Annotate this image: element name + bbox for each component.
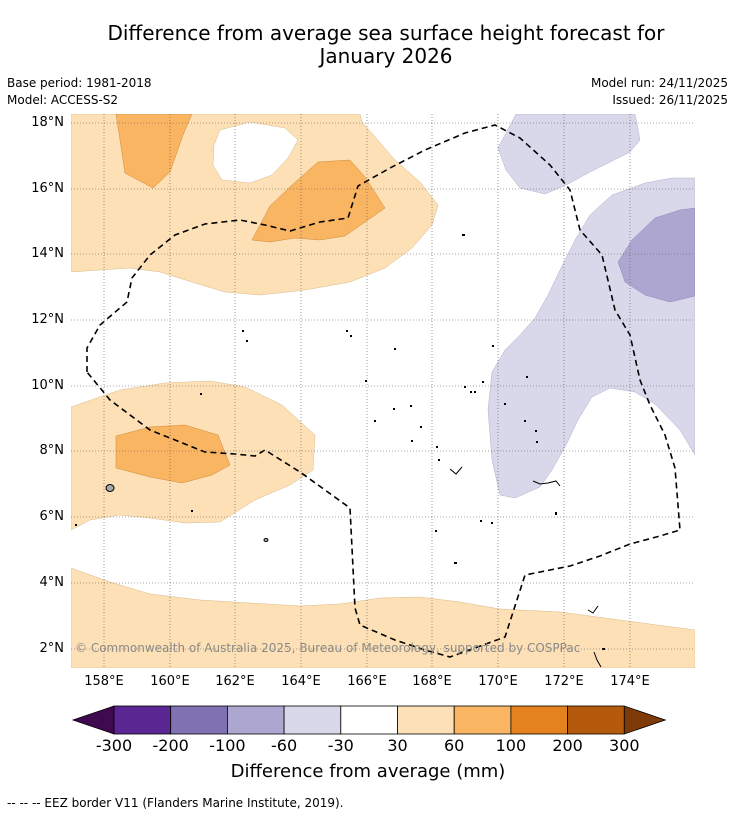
colorbar-tick-label: 30	[387, 736, 408, 755]
island	[105, 484, 115, 492]
colorbar-segment	[170, 705, 228, 735]
colorbar-tick-label: 100	[495, 736, 527, 755]
colorbar-segment	[340, 705, 398, 735]
longitude-label: 160°E	[150, 674, 190, 689]
anomaly-60-100-a	[115, 114, 193, 189]
atoll	[449, 466, 463, 475]
latitude-label: 16°N	[31, 181, 64, 196]
eez-border	[86, 124, 681, 658]
longitude-label: 162°E	[215, 674, 255, 689]
colorbar-title: Difference from average (mm)	[230, 761, 506, 782]
anomaly-60-100-b	[251, 159, 386, 243]
colorbar-tick-label: -100	[209, 736, 246, 755]
longitude-label: 166°E	[347, 674, 387, 689]
colorbar-segment	[226, 705, 285, 735]
latitude-label: 8°N	[39, 443, 65, 458]
colorbar-segment	[283, 705, 342, 735]
anomaly-neg60-neg100	[617, 207, 695, 303]
base-info: Base period: 1981-2018 Model: ACCESS-S2	[7, 75, 152, 109]
longitude-label: 168°E	[412, 674, 452, 689]
colorbar-tick-label: 60	[444, 736, 465, 755]
anomaly-30-60-south	[71, 567, 695, 668]
colorbar-segment	[567, 705, 625, 735]
colorbar-segment	[510, 705, 568, 735]
longitude-label: 170°E	[478, 674, 518, 689]
gridlines	[71, 114, 695, 668]
map-title: Difference from average sea surface heig…	[0, 22, 736, 68]
latitude-label: 14°N	[31, 246, 64, 261]
colorbar-tick-label: 300	[609, 736, 640, 755]
colorbar	[71, 705, 667, 735]
title-line-1: Difference from average sea surface heig…	[107, 21, 665, 45]
colorbar-segment	[113, 705, 172, 735]
atoll	[593, 651, 602, 668]
colorbar-segment	[397, 705, 455, 735]
longitude-label: 164°E	[281, 674, 321, 689]
atoll	[587, 605, 599, 614]
colorbar-tick-label: -60	[271, 736, 298, 755]
run-info: Model run: 24/11/2025 Issued: 26/11/2025	[591, 75, 728, 109]
anomaly-60-100-c	[115, 424, 231, 484]
anomaly-neg30-neg60-north	[497, 114, 641, 195]
latitude-label: 2°N	[39, 641, 65, 656]
latitude-label: 10°N	[31, 378, 64, 393]
colorbar-tick-label: -200	[152, 736, 189, 755]
longitude-label: 158°E	[84, 674, 124, 689]
atoll	[532, 480, 561, 487]
title-line-2: January 2026	[319, 44, 453, 68]
copyright-notice: © Commonwealth of Australia 2025, Bureau…	[75, 641, 581, 655]
model-name: Model: ACCESS-S2	[7, 93, 119, 107]
model-run: Model run: 24/11/2025	[590, 76, 728, 90]
colorbar-extend-high	[623, 705, 667, 735]
latitude-label: 6°N	[39, 509, 65, 524]
latitude-label: 4°N	[39, 575, 65, 590]
longitude-label: 174°E	[610, 674, 650, 689]
small-islands	[75, 234, 605, 650]
longitude-label: 172°E	[544, 674, 584, 689]
anomaly-near-zero-hole	[212, 121, 299, 184]
colorbar-extend-low	[71, 705, 115, 735]
base-period: Base period: 1981-2018	[7, 76, 152, 90]
colorbar-tick-label: 200	[552, 736, 583, 755]
latitude-label: 18°N	[31, 115, 64, 130]
colorbar-tick-label: -30	[327, 736, 354, 755]
eez-footnote: -- -- -- EEZ border V11 (Flanders Marine…	[7, 796, 344, 810]
issued-date: Issued: 26/11/2025	[612, 93, 728, 107]
latitude-label: 12°N	[31, 312, 64, 327]
colorbar-segment	[453, 705, 512, 735]
colorbar-tick-label: -300	[95, 736, 133, 755]
island	[263, 538, 269, 542]
